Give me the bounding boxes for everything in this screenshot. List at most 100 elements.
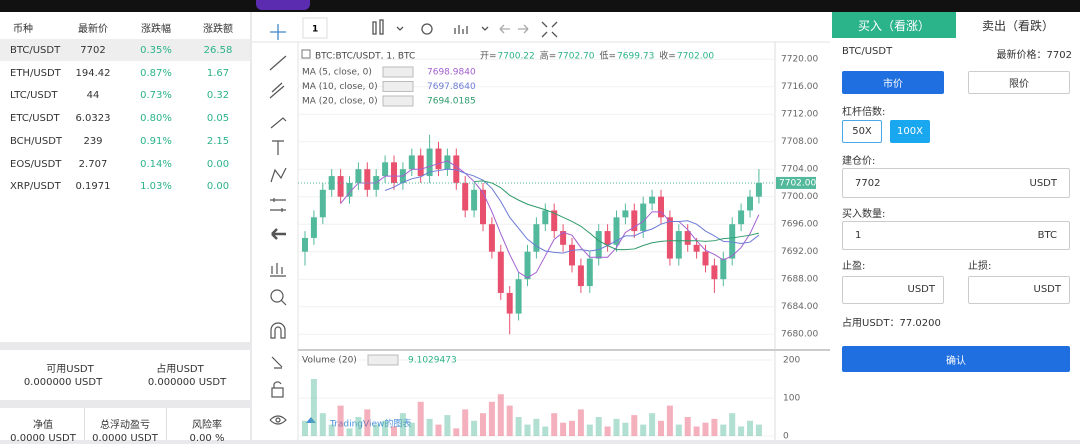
candle-body bbox=[622, 210, 629, 218]
ohlc-value: 7702.70 bbox=[557, 52, 594, 62]
tool-icons[interactable] bbox=[270, 24, 286, 40]
volume-bar bbox=[310, 379, 317, 436]
cell: 0.87% bbox=[140, 67, 172, 79]
candle-body bbox=[462, 182, 469, 211]
cell: 0.32 bbox=[206, 90, 230, 102]
volume-bar bbox=[720, 424, 727, 436]
volume-bar bbox=[640, 424, 647, 436]
candle-body bbox=[595, 231, 602, 259]
candle-body bbox=[515, 279, 522, 314]
label: 买入数量: bbox=[842, 209, 886, 220]
cell: 6.0323 bbox=[75, 113, 111, 125]
last-price-tag bbox=[776, 176, 816, 189]
volume-bar bbox=[729, 413, 736, 436]
volume-bar bbox=[658, 420, 664, 436]
y-tick-label: 200 bbox=[783, 356, 800, 366]
volume-bar bbox=[444, 415, 451, 436]
volume-bar bbox=[328, 424, 335, 436]
cell: XRP/USDT bbox=[10, 181, 61, 193]
candle-body bbox=[533, 224, 540, 252]
leverage-100[interactable]: 100X bbox=[890, 120, 930, 143]
cell: 194.42 bbox=[75, 67, 111, 79]
volume-bar bbox=[569, 420, 575, 436]
candle-body bbox=[684, 231, 691, 245]
ohlc-value: 7700.22 bbox=[498, 52, 535, 62]
volume-bar bbox=[480, 413, 486, 436]
ma-line bbox=[340, 160, 760, 279]
ohlc-label: 收= bbox=[659, 50, 676, 62]
column-header: 最新价 bbox=[78, 24, 108, 35]
volume-bar bbox=[684, 417, 691, 436]
candle-body bbox=[319, 189, 326, 218]
y-tick-label: 7720.00 bbox=[781, 55, 818, 65]
ma-name: MA (5, close, 0) bbox=[302, 68, 372, 78]
candle-body bbox=[337, 176, 344, 197]
ma-name: MA (20, close, 0) bbox=[302, 97, 378, 107]
limit-button[interactable]: 限价 bbox=[968, 71, 1070, 94]
candle-body bbox=[738, 210, 745, 225]
legend-icons bbox=[382, 81, 414, 92]
legend-icons bbox=[382, 66, 414, 78]
row-highlight bbox=[0, 39, 250, 61]
toolbar-icons[interactable] bbox=[372, 19, 558, 38]
confirm-button[interactable]: 确认 bbox=[842, 346, 1070, 372]
pair: BTC/USDT bbox=[842, 46, 893, 57]
account-panel: 可用USDT 占用USDT 0.000000 USDT 0.000000 USD… bbox=[0, 350, 250, 400]
cell: 26.58 bbox=[203, 45, 233, 56]
candle-body bbox=[613, 217, 620, 245]
market-panel: 币种 最新价 涨跌幅 涨跌额 BTC/USDT 7702 0.35% 26.58 ETH/USD… bbox=[0, 12, 250, 342]
market-button[interactable]: 市价 bbox=[842, 71, 944, 94]
leverage-50[interactable]: 50X bbox=[842, 120, 882, 143]
y-tick-label: 7700.00 bbox=[781, 192, 818, 202]
y-tick-label: 7688.00 bbox=[781, 275, 818, 285]
cell: BCH/USDT bbox=[10, 135, 63, 147]
value: 0.00 % bbox=[189, 433, 225, 444]
y-tick-label: 100 bbox=[783, 394, 800, 404]
buy-tab[interactable]: 买入（看涨） bbox=[832, 12, 956, 38]
volume-bar bbox=[462, 409, 469, 436]
candle-body bbox=[569, 244, 575, 266]
sl-input[interactable]: USDT bbox=[968, 276, 1070, 304]
volume-bar bbox=[346, 428, 353, 436]
top-accent bbox=[256, 0, 310, 10]
ma-value: 7694.0185 bbox=[427, 97, 476, 107]
value: 0.0000 USDT bbox=[92, 433, 158, 444]
interval-select[interactable] bbox=[302, 17, 328, 39]
volume-bar bbox=[560, 422, 567, 436]
sell-tab[interactable]: 卖出（看跌） bbox=[981, 18, 1054, 33]
price-input[interactable]: 7702 USDT bbox=[842, 168, 1070, 198]
qty-input[interactable]: 1 BTC bbox=[842, 221, 1070, 250]
interval[interactable]: 1 bbox=[312, 25, 318, 35]
volume-bar bbox=[515, 417, 522, 436]
divider bbox=[166, 408, 167, 440]
volume-bar bbox=[747, 420, 753, 436]
y-tick-label: 0 bbox=[783, 432, 789, 441]
volume-bar bbox=[337, 405, 344, 436]
candle-body bbox=[524, 251, 531, 280]
candle-body bbox=[577, 265, 584, 287]
candle-body bbox=[408, 155, 415, 170]
candle-body bbox=[542, 210, 549, 225]
volume-bar bbox=[382, 420, 389, 436]
volume-bar bbox=[524, 424, 531, 436]
label: 风险率 bbox=[192, 420, 222, 431]
candle-body bbox=[488, 224, 495, 252]
volume-bar bbox=[702, 422, 709, 436]
candle-body bbox=[729, 224, 736, 259]
cell: 1.03% bbox=[140, 181, 172, 193]
watermark-logo bbox=[304, 417, 318, 423]
tool-icons[interactable] bbox=[269, 55, 287, 425]
candle-body bbox=[631, 210, 638, 232]
value: 0.000000 USDT bbox=[23, 377, 103, 388]
cell: 0.1971 bbox=[75, 181, 111, 193]
candle-body bbox=[640, 203, 647, 232]
collapse-icon[interactable] bbox=[301, 49, 311, 59]
top-bar bbox=[0, 0, 1080, 12]
candle-body bbox=[747, 196, 753, 211]
tp-input[interactable]: USDT bbox=[842, 276, 944, 304]
volume-value: 9.1029473 bbox=[408, 356, 457, 366]
cell: 0.14% bbox=[140, 158, 172, 170]
symbol: BTC:BTC/USDT, 1, BTC bbox=[315, 52, 415, 62]
volume-bar bbox=[604, 426, 611, 436]
cell: 2.15 bbox=[206, 135, 230, 147]
